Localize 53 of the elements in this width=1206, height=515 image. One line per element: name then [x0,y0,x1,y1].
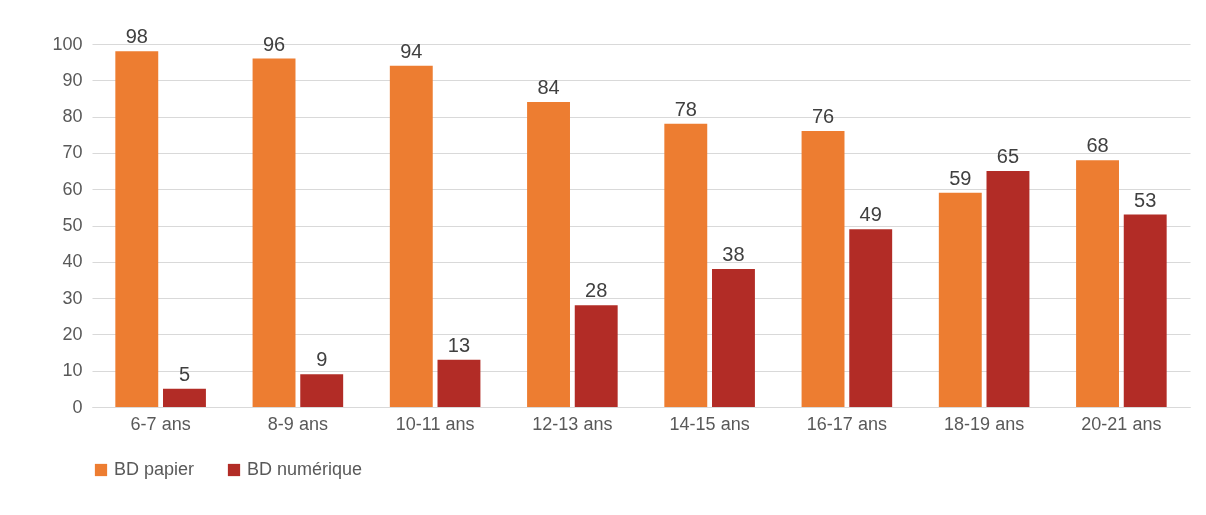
x-tick-label: 18-19 ans [944,413,1025,434]
y-tick-label: 0 [72,396,83,417]
data-label: 68 [1086,134,1109,157]
bar [1123,214,1167,407]
bar [849,229,893,407]
legend-label: BD numérique [247,459,363,479]
y-tick-label: 20 [62,323,83,344]
bar [527,102,570,407]
bar [664,123,708,407]
data-label: 98 [125,25,148,48]
data-label: 65 [996,145,1020,168]
x-tick-label: 10-11 ans [395,413,475,434]
y-tick-label: 70 [62,142,83,163]
data-label: 96 [262,32,286,55]
x-tick-label: 8-9 ans [267,413,328,434]
x-tick-label: 16-17 ans [806,413,887,434]
data-label: 53 [1134,188,1157,211]
y-tick-label: 30 [62,287,83,308]
data-label: 13 [447,333,471,356]
legend-label: BD papier [114,459,195,479]
data-label: 76 [811,105,835,128]
data-label: 38 [722,243,745,266]
x-tick-label: 20-21 ans [1081,413,1162,434]
bar [574,305,618,407]
y-tick-label: 10 [62,360,83,381]
x-tick-label: 14-15 ans [669,413,750,434]
data-label: 28 [585,279,608,302]
y-tick-label: 90 [62,69,83,90]
bar [300,374,344,407]
bar [115,51,159,407]
bar [1076,160,1119,407]
bar [712,269,755,407]
data-label: 94 [400,39,423,62]
bar [163,388,206,407]
bar [437,359,481,407]
bar [986,171,1030,407]
y-tick-label: 50 [62,215,83,235]
data-label: 84 [537,76,560,99]
y-tick-label: 40 [62,251,83,272]
data-label: 9 [316,348,328,371]
data-label: 49 [859,203,882,226]
y-tick-label: 80 [62,106,83,127]
data-label: 78 [674,97,697,120]
x-tick-label: 12-13 ans [532,413,613,434]
y-tick-label: 100 [52,33,83,54]
y-tick-label: 60 [62,178,83,199]
data-label: 5 [178,362,191,385]
bar [801,131,845,407]
bar [252,58,296,407]
x-tick-label: 6-7 ans [130,413,191,434]
bar [389,65,433,407]
data-label: 59 [949,166,972,189]
bar [938,192,982,407]
